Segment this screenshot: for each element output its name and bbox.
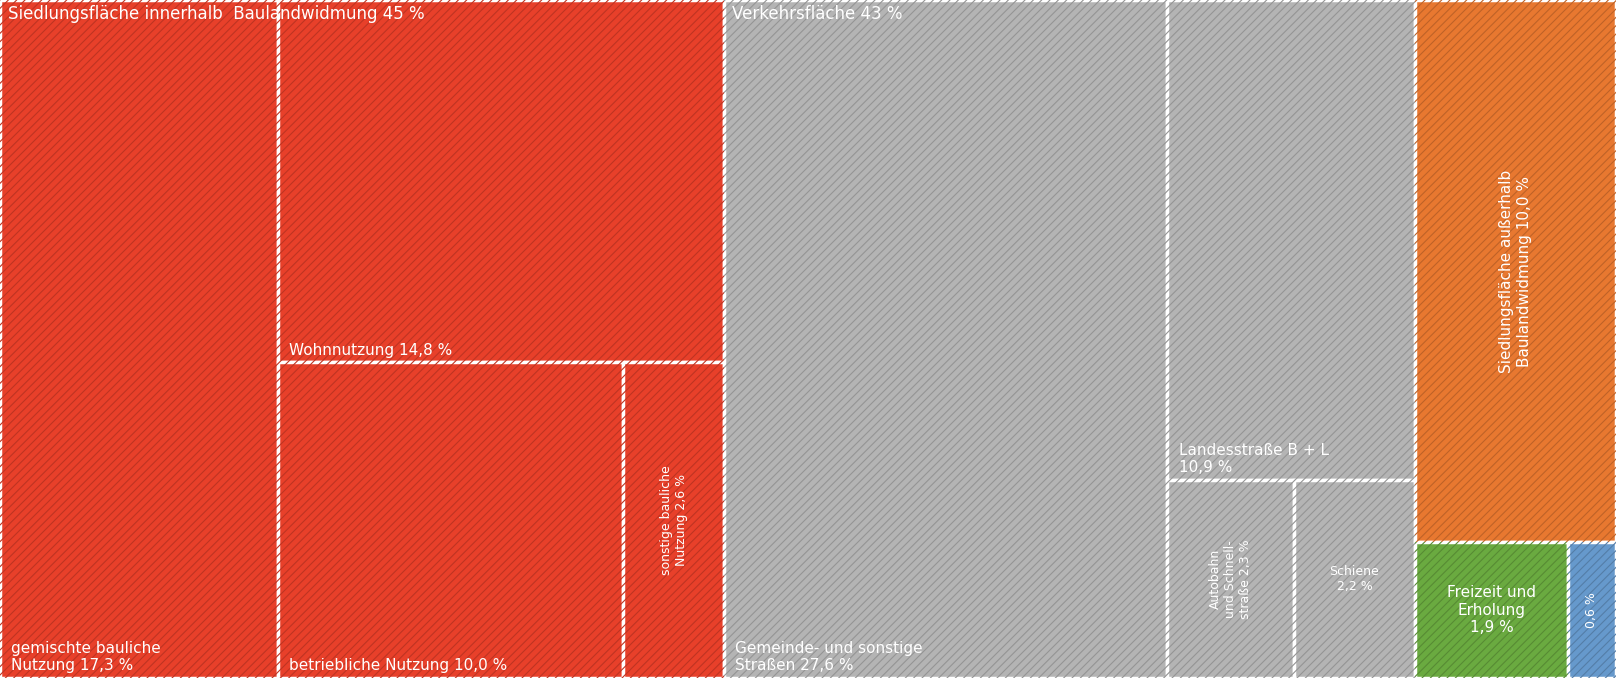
Text: Autobahn
und Schnell-
straße 2,3 %: Autobahn und Schnell- straße 2,3 %: [1209, 539, 1252, 619]
Text: Siedlungsfläche außerhalb
Baulandwidmung 10,0 %: Siedlungsfläche außerhalb Baulandwidmung…: [1500, 170, 1532, 373]
Text: betriebliche Nutzung 10,0 %: betriebliche Nutzung 10,0 %: [289, 658, 507, 673]
Bar: [278, 0, 724, 362]
Bar: [624, 362, 724, 678]
Text: 0,6 %: 0,6 %: [1585, 593, 1598, 628]
Bar: [1294, 480, 1416, 678]
Text: Siedlungsfläche innerhalb  Baulandwidmung 45 %: Siedlungsfläche innerhalb Baulandwidmung…: [8, 5, 425, 23]
Text: Landesstraße B + L
10,9 %: Landesstraße B + L 10,9 %: [1178, 443, 1328, 475]
Bar: [1167, 480, 1294, 678]
Bar: [724, 0, 1167, 678]
Text: Freizeit und
Erholung
1,9 %: Freizeit und Erholung 1,9 %: [1446, 585, 1535, 635]
Bar: [724, 0, 1167, 678]
Bar: [1416, 542, 1568, 678]
Text: Schiene
2,2 %: Schiene 2,2 %: [1330, 565, 1380, 593]
Bar: [1167, 0, 1416, 480]
Bar: [278, 0, 724, 362]
Bar: [1167, 480, 1294, 678]
Text: gemischte bauliche
Nutzung 17,3 %: gemischte bauliche Nutzung 17,3 %: [11, 641, 162, 673]
Bar: [278, 362, 624, 678]
Bar: [1416, 0, 1616, 542]
Bar: [1568, 542, 1616, 678]
Bar: [0, 0, 278, 678]
Bar: [278, 362, 624, 678]
Bar: [1294, 480, 1416, 678]
Text: sonstige bauliche
Nutzung 2,6 %: sonstige bauliche Nutzung 2,6 %: [659, 465, 687, 575]
Bar: [624, 362, 724, 678]
Bar: [1167, 0, 1416, 480]
Bar: [1568, 542, 1616, 678]
Bar: [1416, 0, 1616, 542]
Text: Wohnnutzung 14,8 %: Wohnnutzung 14,8 %: [289, 342, 452, 357]
Text: Verkehrsfläche 43 %: Verkehrsfläche 43 %: [732, 5, 902, 23]
Bar: [1416, 542, 1568, 678]
Bar: [0, 0, 278, 678]
Text: Gemeinde- und sonstige
Straßen 27,6 %: Gemeinde- und sonstige Straßen 27,6 %: [735, 641, 923, 673]
